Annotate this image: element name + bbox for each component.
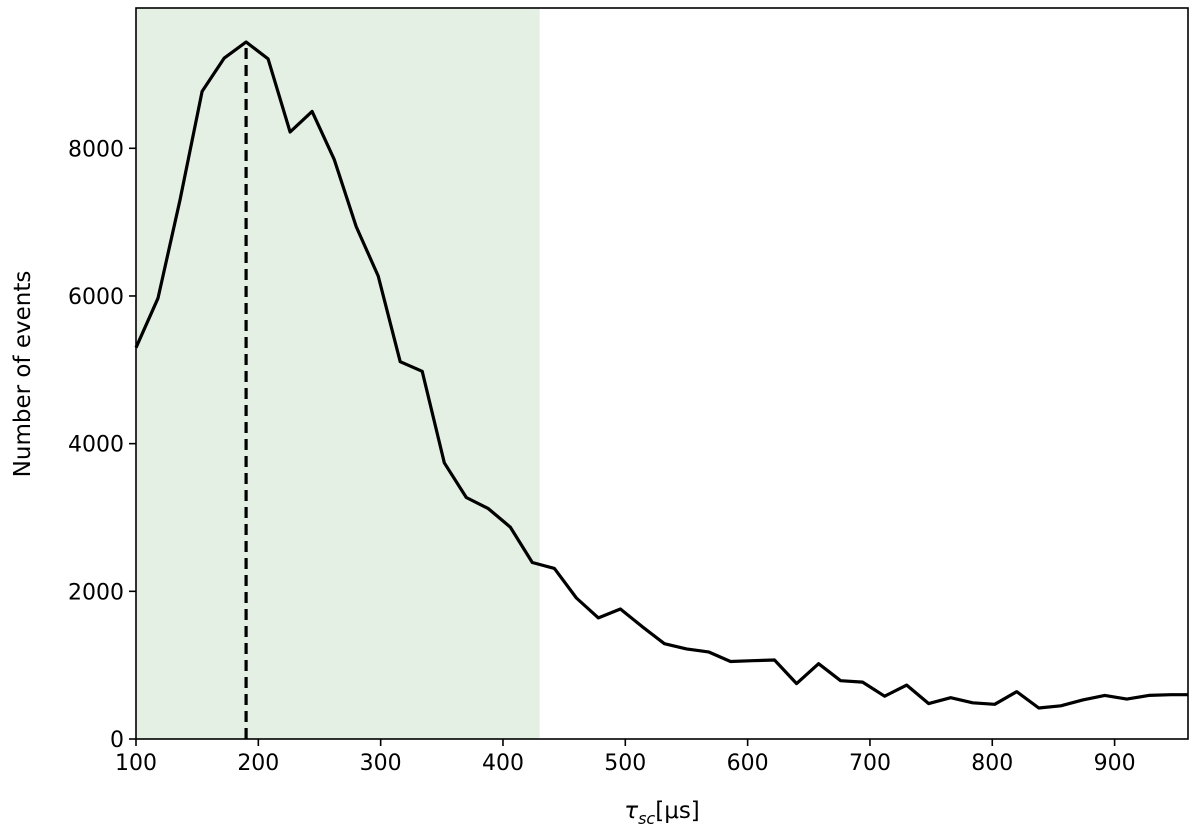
y-axis-label: Number of events (10, 271, 36, 478)
y-tick-label: 0 (110, 728, 124, 753)
shaded-region (136, 8, 540, 739)
x-axis-ticks: 100 200 300 400 500 600 700 800 900 (115, 739, 1136, 776)
x-tick-label: 300 (360, 751, 402, 776)
x-tick-label: 600 (727, 751, 769, 776)
y-tick-label: 2000 (68, 580, 124, 605)
x-axis-label-unit: [μs] (655, 798, 700, 824)
x-tick-label: 900 (1094, 751, 1136, 776)
x-axis-label: τsc[μs] (624, 798, 700, 828)
x-axis-label-subscript: sc (638, 809, 655, 828)
x-tick-label: 200 (237, 751, 279, 776)
series-line (134, 40, 1188, 710)
x-tick-label: 500 (604, 751, 646, 776)
x-tick-label: 100 (115, 751, 157, 776)
x-axis-label-symbol: τ (624, 798, 638, 824)
x-tick-label: 700 (849, 751, 891, 776)
x-tick-label: 800 (971, 751, 1013, 776)
y-tick-label: 4000 (68, 433, 124, 458)
plot-frame (135, 7, 1189, 740)
y-tick-label: 8000 (68, 137, 124, 162)
y-tick-label: 6000 (68, 285, 124, 310)
x-tick-label: 400 (482, 751, 524, 776)
y-axis-ticks: 0 2000 4000 6000 8000 (68, 137, 136, 753)
